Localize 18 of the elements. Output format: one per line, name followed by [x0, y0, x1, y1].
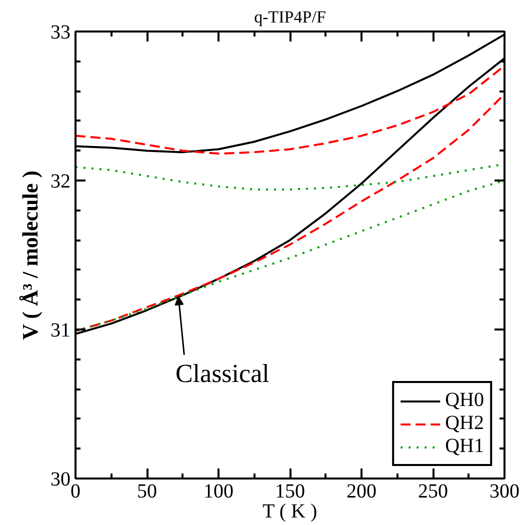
x-tick-label: 50 [137, 480, 157, 502]
legend-label: QH1 [445, 435, 484, 458]
x-tick-label: 150 [275, 480, 305, 502]
x-tick-label: 0 [70, 480, 80, 502]
y-tick-label: 33 [50, 22, 70, 44]
x-axis-title: T ( K ) [262, 500, 318, 522]
x-tick-label: 100 [204, 480, 234, 502]
x-tick-label: 200 [346, 480, 376, 502]
y-axis-title: V ( Å³ / molecule ) [18, 170, 42, 340]
y-tick-label: 32 [50, 170, 70, 192]
chart-title: q-TIP4P/F [254, 8, 326, 26]
annotation: Classical [175, 358, 270, 388]
x-tick-label: 250 [418, 480, 448, 502]
legend-label: QH2 [445, 412, 484, 435]
y-tick-label: 30 [50, 468, 70, 490]
x-tick-label: 300 [490, 480, 520, 502]
legend-label: QH0 [445, 389, 484, 412]
y-tick-label: 31 [50, 320, 70, 342]
